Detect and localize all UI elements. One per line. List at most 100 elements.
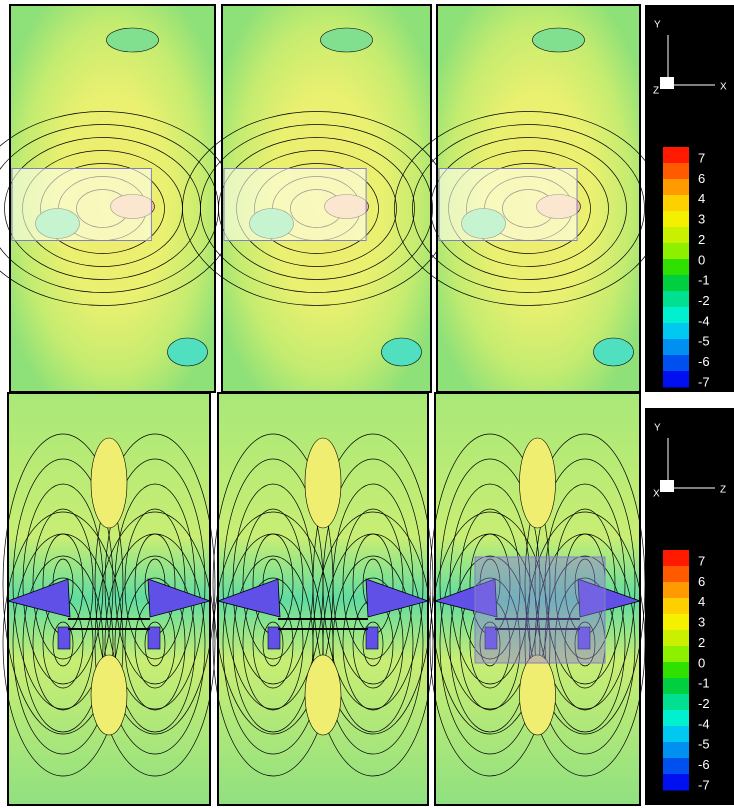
contour-line xyxy=(312,433,434,735)
contour-line xyxy=(12,533,114,755)
colorbar-swatch xyxy=(663,742,689,759)
contour-line xyxy=(212,511,334,777)
contour-line xyxy=(479,621,501,667)
contour-panel xyxy=(0,4,237,393)
axis-origin xyxy=(660,77,674,89)
colorbar-label: 6 xyxy=(698,574,705,589)
contour-region xyxy=(304,654,342,736)
contour-line xyxy=(459,508,521,660)
colorbar-swatch xyxy=(663,630,689,647)
colorbar-swatch xyxy=(663,758,689,775)
colorbar-label: -6 xyxy=(698,354,710,369)
colorbar-label: -5 xyxy=(698,737,710,752)
contour-region xyxy=(106,27,159,53)
contour-region xyxy=(147,578,212,618)
colorbar-swatch xyxy=(663,323,689,340)
contour-panel xyxy=(2,392,216,806)
contour-line xyxy=(124,577,186,711)
colorbar-label: 0 xyxy=(698,655,705,670)
colorbar-swatch xyxy=(663,598,689,615)
colorbar-label: -4 xyxy=(698,716,710,731)
colorbar-swatch xyxy=(663,259,689,276)
contour-region xyxy=(577,578,642,618)
contour-region xyxy=(57,626,71,650)
axis-label: Z xyxy=(720,485,726,496)
contour-line xyxy=(362,621,384,667)
colorbar-swatch xyxy=(663,339,689,356)
contour-region xyxy=(90,437,128,529)
axis-label: Y xyxy=(654,20,661,31)
colorbar-swatch xyxy=(663,179,689,196)
colorbar-swatch xyxy=(663,163,689,180)
colorbar-label: 2 xyxy=(698,635,705,650)
contour-line xyxy=(242,577,304,711)
colorbar-label: 6 xyxy=(698,171,705,186)
contour-line xyxy=(544,483,626,685)
colorbar-label: 2 xyxy=(698,232,705,247)
colorbar-label: 7 xyxy=(698,553,705,568)
contour-line xyxy=(218,137,415,280)
contour-line xyxy=(574,621,596,667)
colorbar-label: -2 xyxy=(698,696,710,711)
contour-line xyxy=(430,137,627,280)
contour-line xyxy=(104,533,206,755)
contour-line xyxy=(429,433,551,735)
contour-panels xyxy=(0,4,663,806)
contour-region xyxy=(320,27,373,53)
contour-line xyxy=(439,458,541,710)
contour-line xyxy=(144,621,166,667)
highlight-box xyxy=(438,168,578,241)
colorbar-swatch xyxy=(663,710,689,727)
colorbar-swatch xyxy=(663,243,689,260)
contour-panel xyxy=(212,392,434,806)
colorbar-swatch xyxy=(663,195,689,212)
colorbar-swatch xyxy=(663,355,689,372)
contour-region xyxy=(267,626,281,650)
colorbar-label: 3 xyxy=(698,615,705,630)
contour-region xyxy=(6,578,71,618)
highlight-box xyxy=(11,168,152,241)
contour-region xyxy=(216,578,281,618)
contour-panel xyxy=(182,4,451,393)
contour-line xyxy=(94,511,216,777)
legend-panel xyxy=(645,5,734,392)
contour-line xyxy=(534,533,636,755)
colorbar-swatch xyxy=(663,550,689,567)
contour-line xyxy=(2,511,124,777)
colorbar-swatch xyxy=(663,678,689,695)
axis-label: X xyxy=(720,82,727,93)
colorbar-label: 0 xyxy=(698,252,705,267)
colorbar-swatch xyxy=(663,566,689,583)
contour-line xyxy=(312,511,434,777)
contour-line xyxy=(32,508,94,660)
contour-line xyxy=(449,483,531,685)
colorbar-swatch xyxy=(663,291,689,308)
colorbar-label: -6 xyxy=(698,757,710,772)
contour-region xyxy=(381,337,422,367)
contour-panel xyxy=(429,392,646,806)
colorbar-label: 4 xyxy=(698,191,705,206)
contour-line xyxy=(459,577,521,711)
contour-line xyxy=(22,555,104,733)
contour-line xyxy=(22,483,104,685)
axis-origin xyxy=(660,480,674,492)
colorbar-label: 3 xyxy=(698,212,705,227)
contour-region xyxy=(365,578,430,618)
colorbar-label: -5 xyxy=(698,334,710,349)
contour-region xyxy=(519,654,556,736)
contour-panel xyxy=(394,4,663,393)
colorbar-swatch xyxy=(663,646,689,663)
contour-line xyxy=(242,508,304,660)
contour-line xyxy=(94,433,216,735)
colorbar-label: -1 xyxy=(698,676,710,691)
contour-line xyxy=(322,458,424,710)
colorbar-label: 4 xyxy=(698,594,705,609)
contour-region xyxy=(593,337,634,367)
contour-region xyxy=(433,578,498,618)
colorbar-swatch xyxy=(663,275,689,292)
contour-region xyxy=(484,626,498,650)
colorbar-label: -4 xyxy=(698,313,710,328)
contour-line xyxy=(412,124,645,293)
contour-line xyxy=(554,508,616,660)
